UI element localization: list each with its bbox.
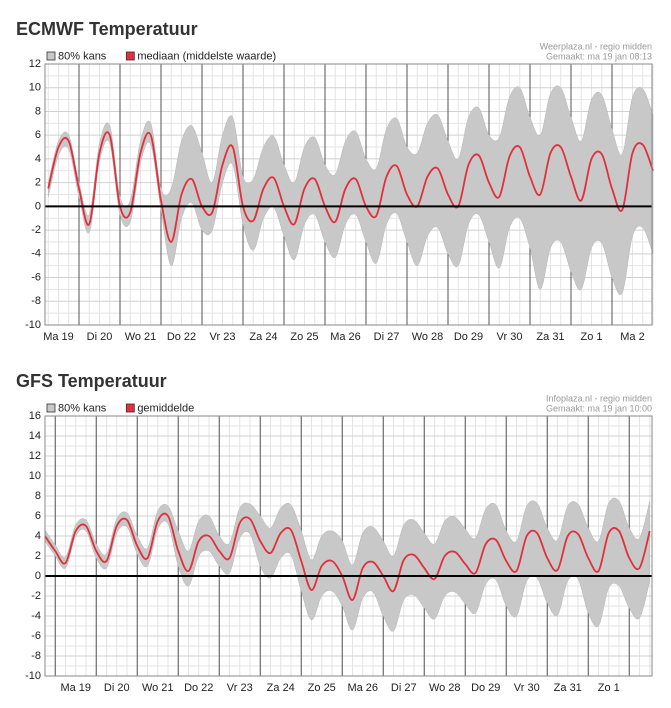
source: Weerplaza.nl - regio midden [540,41,652,51]
y-tick-label: -2 [31,590,41,602]
x-tick-label: Za 31 [554,682,582,694]
y-tick-label: 10 [29,470,41,482]
x-tick-label: Wo 21 [142,682,174,694]
band [44,497,650,632]
y-tick-label: 14 [29,430,41,442]
x-tick-label: Di 20 [87,331,113,343]
created: Gemaakt: ma 19 jan 08:13 [546,51,652,61]
x-tick-label: Ma 26 [347,682,378,694]
y-tick-label: -4 [31,610,41,622]
y-tick-label: -10 [25,670,41,682]
x-tick-label: Vr 30 [514,682,540,694]
legend-label: mediaan (middelste waarde) [137,50,276,62]
y-tick-label: 4 [35,153,41,165]
x-tick-label: Ma 2 [620,331,644,343]
y-tick-label: -6 [31,271,41,283]
chart-title: GFS Temperatuur [16,371,167,391]
legend-label: gemiddelde [137,402,194,414]
x-tick-label: Vr 23 [210,331,236,343]
y-tick-label: 16 [29,410,41,422]
x-tick-label: Zo 25 [290,331,318,343]
y-tick-label: -8 [31,650,41,662]
x-tick-label: Do 22 [167,331,196,343]
x-tick-label: Ma 26 [330,331,361,343]
created: Gemaakt: ma 19 jan 10:00 [546,403,652,413]
y-tick-label: -8 [31,295,41,307]
x-tick-label: Zo 1 [598,682,620,694]
x-tick-label: Di 20 [104,682,130,694]
plot-frame [44,415,653,677]
y-tick-label: 8 [35,490,41,502]
y-tick-label: 0 [35,570,41,582]
x-tick-label: Vr 23 [227,682,253,694]
y-tick-label: 0 [35,200,41,212]
y-tick-label: 12 [29,58,41,70]
x-tick-label: Za 31 [536,331,564,343]
chart-title: ECMWF Temperatuur [16,19,198,39]
x-tick-label: Ma 19 [43,331,74,343]
y-tick-label: -4 [31,248,41,260]
x-tick-label: Ma 19 [60,682,91,694]
x-tick-label: Wo 21 [125,331,157,343]
source: Infoplaza.nl - regio midden [546,393,652,403]
y-tick-label: -6 [31,630,41,642]
x-tick-label: Do 29 [454,331,483,343]
x-tick-label: Za 24 [249,331,277,343]
x-tick-label: Di 27 [391,682,417,694]
plot-frame [44,63,653,326]
legend-label: 80% kans [58,402,107,414]
legend-swatch [46,51,56,61]
x-tick-label: Di 27 [374,331,400,343]
x-tick-label: Wo 28 [412,331,444,343]
y-tick-label: 8 [35,105,41,117]
legend-swatch [46,403,56,413]
legend-label: 80% kans [58,50,107,62]
band [47,85,654,295]
x-tick-label: Do 29 [471,682,500,694]
legend-swatch [125,403,135,413]
y-tick-label: 12 [29,450,41,462]
x-tick-label: Zo 1 [580,331,602,343]
y-tick-label: 10 [29,82,41,94]
x-tick-label: Zo 25 [308,682,336,694]
y-tick-label: 2 [35,177,41,189]
line [47,131,654,243]
line [44,512,651,601]
x-tick-label: Vr 30 [497,331,523,343]
x-tick-label: Do 22 [184,682,213,694]
y-tick-label: 6 [35,129,41,141]
x-tick-label: Wo 28 [429,682,461,694]
x-tick-label: Za 24 [267,682,295,694]
y-tick-label: 6 [35,510,41,522]
y-tick-label: 2 [35,550,41,562]
y-tick-label: -2 [31,224,41,236]
legend-swatch [125,51,135,61]
y-tick-label: -10 [25,319,41,331]
y-tick-label: 4 [35,530,41,542]
